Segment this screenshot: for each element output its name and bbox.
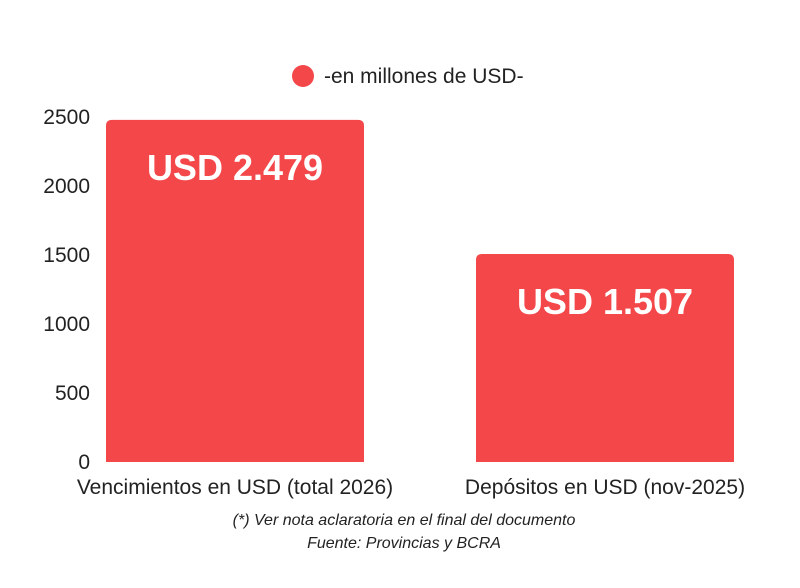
bar [476, 254, 734, 462]
y-tick-label: 2500 [43, 106, 90, 129]
y-tick-label: 0 [78, 451, 90, 474]
y-tick-label: 1500 [43, 244, 90, 267]
legend-label: -en millones de USD- [324, 65, 524, 88]
y-tick-label: 1000 [43, 313, 90, 336]
x-axis: Vencimientos en USD (total 2026) Depósito… [77, 476, 745, 499]
data-label: USD 2.479 [147, 147, 323, 188]
x-category-label: Depósitos en USD (nov-2025) [465, 476, 745, 499]
bar [106, 119, 364, 462]
y-tick-label: 500 [55, 382, 90, 405]
bars: USD 2.479 USD 1.507 [106, 119, 734, 462]
y-axis: 0 500 1000 1500 2000 2500 [43, 106, 90, 474]
legend-marker [292, 65, 314, 87]
y-tick-label: 2000 [43, 175, 90, 198]
x-category-label: Vencimientos en USD (total 2026) [77, 476, 393, 499]
footnote-note: (*) Ver nota aclaratoria en el final del… [233, 512, 576, 529]
data-label: USD 1.507 [517, 281, 693, 322]
legend: -en millones de USD- [292, 65, 524, 88]
footnote-source: Fuente: Provincias y BCRA [307, 535, 501, 552]
